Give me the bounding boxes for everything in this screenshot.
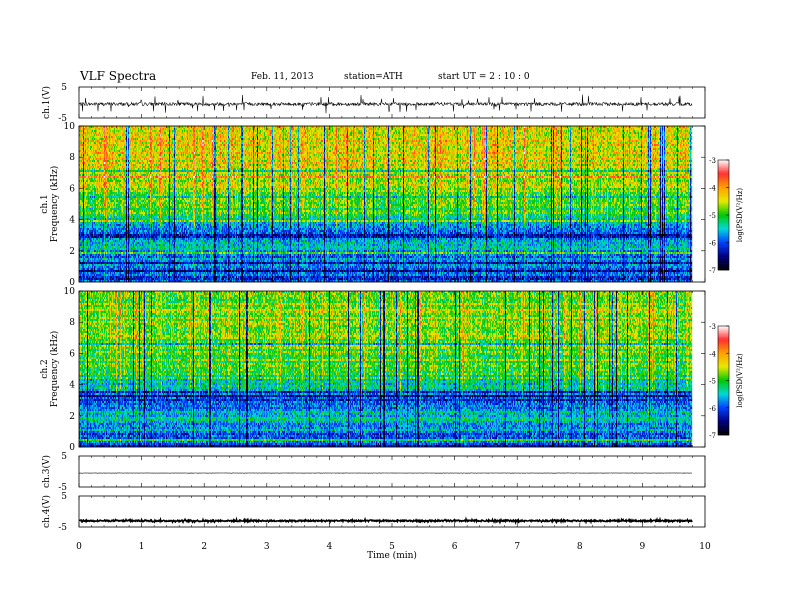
ch1_waveform-ylabel: ch.1(V) [41,86,52,119]
vlf-spectra-figure: 5-5ch.1(V)1086420ch.1 Frequency (kHz)1086… [0,0,792,612]
ch1_waveform-trace [79,95,692,114]
ch1_waveform-ytick-top: 5 [61,83,67,93]
